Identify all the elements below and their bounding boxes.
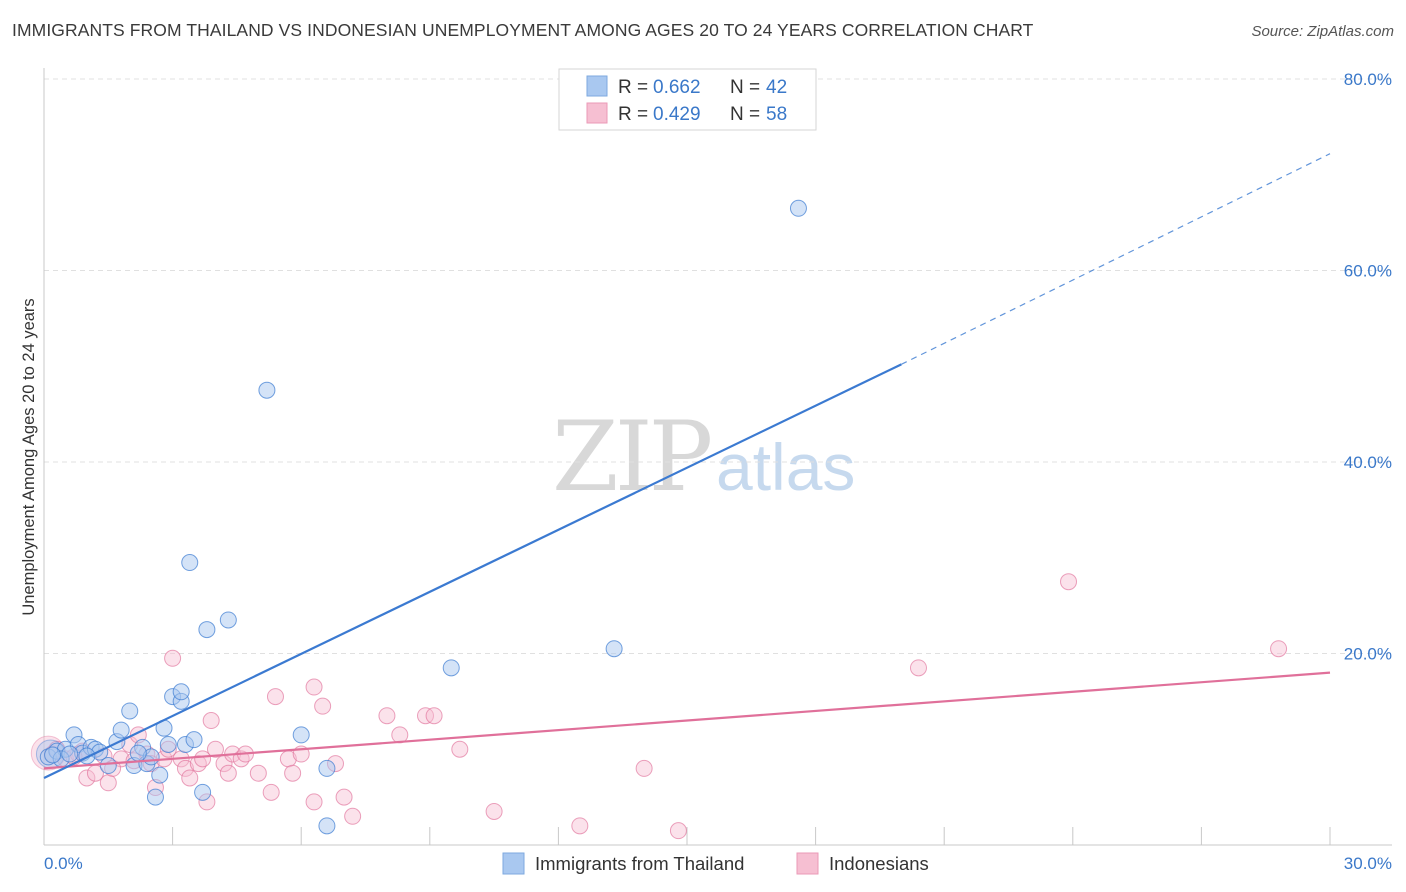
series-swatch-indonesians <box>796 852 819 875</box>
thailand-point <box>99 757 117 775</box>
indonesians-point <box>181 769 199 787</box>
indonesians-point <box>194 750 212 768</box>
indonesians-point <box>669 822 687 840</box>
thailand-point <box>112 721 130 739</box>
legend-r-value-pink: 0.429 <box>653 104 701 125</box>
thailand-point <box>194 783 212 801</box>
thailand-trend-extension <box>901 153 1331 365</box>
thailand-point <box>78 747 96 765</box>
thailand-point <box>151 766 169 784</box>
indonesians-point <box>219 764 237 782</box>
y-axis-title: Unemployment Among Ages 20 to 24 years <box>20 298 38 615</box>
indonesians-point <box>1270 640 1288 658</box>
chart-title: IMMIGRANTS FROM THAILAND VS INDONESIAN U… <box>12 20 1034 40</box>
indonesians-point <box>635 759 653 777</box>
indonesians-point <box>451 740 469 758</box>
legend-r-label-pink: R = <box>618 104 648 125</box>
thailand-point <box>185 731 203 749</box>
thailand-point <box>258 381 276 399</box>
series-swatch-thailand <box>502 852 525 875</box>
y-tick-label: 80.0% <box>1344 70 1392 89</box>
thailand-point <box>605 640 623 658</box>
gridlines <box>44 78 1392 654</box>
legend-n-value-blue: 42 <box>766 77 787 98</box>
series-label-indonesians: Indonesians <box>829 853 929 874</box>
thailand-point <box>318 817 336 835</box>
thailand-point <box>129 744 147 762</box>
indonesians-point <box>909 659 927 677</box>
indonesians-point <box>249 764 267 782</box>
indonesians-point <box>262 783 280 801</box>
thailand-point <box>442 659 460 677</box>
indonesians-trend-line <box>43 671 1331 770</box>
legend-swatch-pink <box>586 102 608 124</box>
thailand-point <box>318 759 336 777</box>
indonesians-point <box>417 707 435 725</box>
indonesians-point <box>314 697 332 715</box>
indonesians-point <box>164 649 182 667</box>
indonesians-points <box>30 573 1288 840</box>
series-label-thailand: Immigrants from Thailand <box>535 853 744 874</box>
x-tick-label-min: 0.0% <box>44 854 83 873</box>
legend-r-value-blue: 0.662 <box>653 77 701 98</box>
watermark-atlas: atlas <box>716 430 855 504</box>
indonesians-point <box>1060 573 1078 591</box>
indonesians-point <box>266 688 284 706</box>
watermark-zip: ZIP <box>552 401 711 513</box>
indonesians-point <box>202 712 220 730</box>
thailand-point <box>789 199 807 217</box>
thailand-point <box>146 788 164 806</box>
y-tick-label: 20.0% <box>1344 645 1392 664</box>
indonesians-point <box>78 769 96 787</box>
thailand-point <box>172 683 190 701</box>
legend-n-value-pink: 58 <box>766 104 787 125</box>
indonesians-point <box>485 802 503 820</box>
legend-n-label-pink: N = <box>730 104 760 125</box>
indonesians-point <box>378 707 396 725</box>
y-tick-label: 40.0% <box>1344 453 1392 472</box>
indonesians-point <box>284 764 302 782</box>
thailand-point <box>181 554 199 572</box>
thailand-point <box>159 735 177 753</box>
y-tick-labels: 20.0% 40.0% 60.0% 80.0% <box>1344 70 1392 664</box>
x-axis-ticks <box>172 827 1331 845</box>
y-tick-label: 60.0% <box>1344 262 1392 281</box>
trend-lines <box>43 153 1331 779</box>
legend-r-label-blue: R = <box>618 77 648 98</box>
source-credit: Source: ZipAtlas.com <box>1251 23 1394 40</box>
thailand-point <box>121 702 139 720</box>
series-legend: Immigrants from Thailand Indonesians <box>502 852 929 875</box>
correlation-legend: R = 0.662 N = 42 R = 0.429 N = 58 <box>558 68 817 131</box>
x-tick-label-max: 30.0% <box>1344 854 1392 873</box>
indonesians-point <box>176 759 194 777</box>
thailand-point <box>61 745 79 763</box>
indonesians-point <box>571 817 589 835</box>
thailand-point <box>198 621 216 639</box>
thailand-points <box>35 199 807 835</box>
thailand-point <box>292 726 310 744</box>
indonesians-point <box>335 788 353 806</box>
thailand-point <box>219 611 237 629</box>
indonesians-point <box>344 807 362 825</box>
thailand-point <box>44 746 62 764</box>
thailand-trend-line <box>43 363 902 779</box>
legend-swatch-blue <box>586 75 608 97</box>
indonesians-point <box>305 793 323 811</box>
indonesians-point <box>305 678 323 696</box>
indonesians-point <box>206 740 224 758</box>
indonesians-point <box>99 774 117 792</box>
indonesians-point <box>425 707 443 725</box>
legend-n-label-blue: N = <box>730 77 760 98</box>
